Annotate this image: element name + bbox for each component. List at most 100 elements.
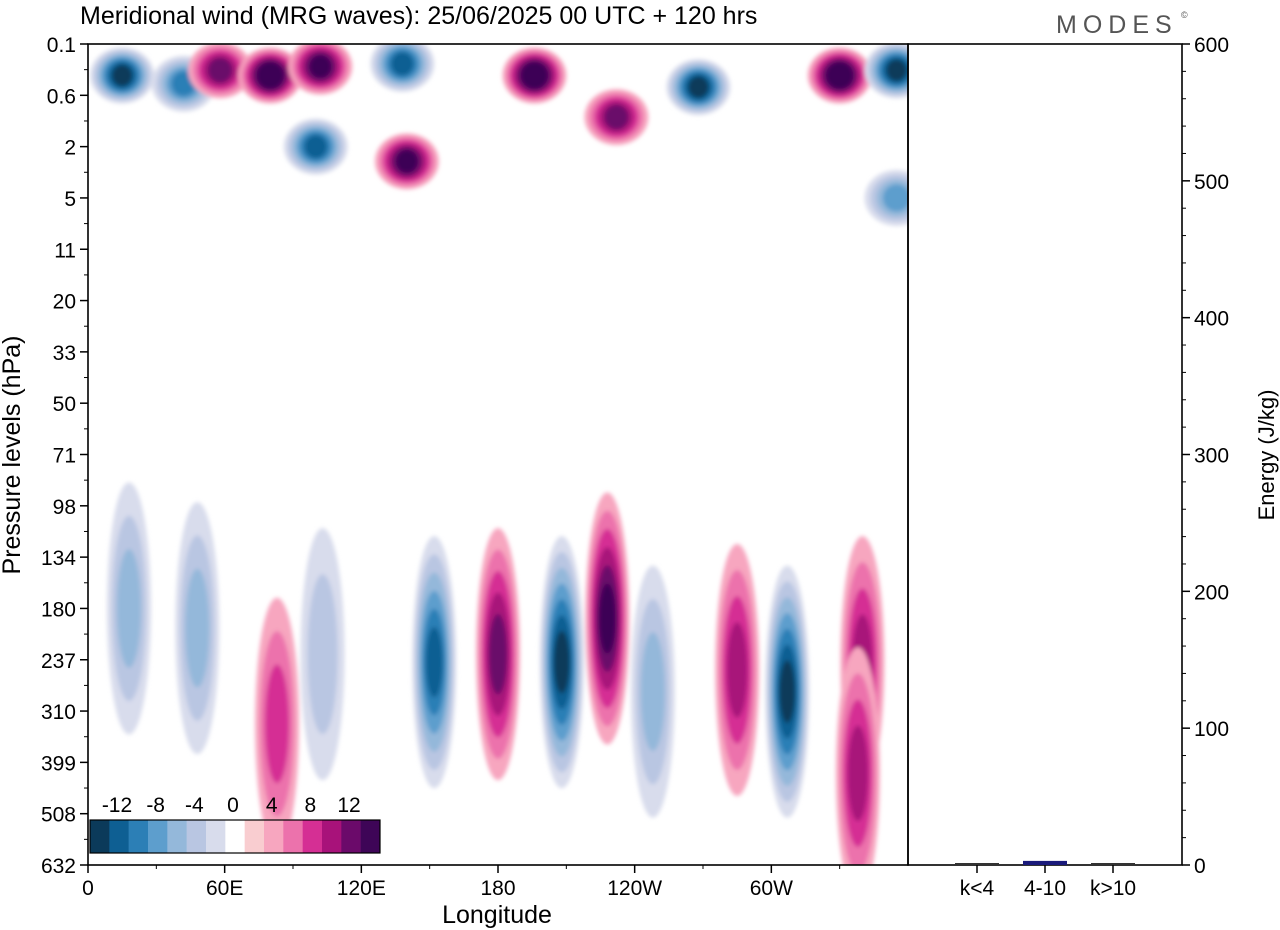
y-tick-label: 632 [41,855,76,878]
y-tick-label: 98 [53,496,76,519]
colorbar: -12 -8 -4 0 4 8 12 [89,794,381,854]
x-axis: 0 60E 120E 180 120W 60W [82,865,841,900]
y-tick-label: 237 [41,650,76,673]
brand-logo: MODES © [1056,10,1188,39]
field-feature [882,184,908,212]
colorbar-swatch [186,820,207,853]
field-feature [396,149,418,173]
colorbar-label: 4 [266,794,278,817]
colorbar-label: 0 [227,794,239,817]
field-feature [112,64,133,87]
colorbar-swatch [225,820,245,853]
y-tick-label: 20 [53,291,76,314]
colorbar-swatch [302,820,323,853]
y-tick-label: 0.1 [47,34,76,57]
energy-axis-label: Energy (J/kg) [1254,390,1279,521]
field-feature [260,64,281,87]
field-feature [829,64,850,87]
colorbar-swatch [341,820,361,853]
energy-tick-label: 0 [1194,855,1206,878]
y-tick-label: 71 [53,445,76,468]
colorbar-swatch [360,820,381,853]
y-tick-label: 50 [53,393,76,416]
field-feature [779,660,796,723]
y-tick-label: 2 [64,137,76,160]
x-tick-label: 0 [82,877,94,900]
field-feature [309,55,332,78]
field-feature [117,549,141,668]
y-tick-label: 180 [41,598,76,621]
field-feature [524,64,545,87]
energy-categories: k<4 4-10 k>10 [960,865,1136,900]
energy-tick-label: 600 [1194,34,1229,57]
field-feature [726,622,748,718]
field-feature [265,664,290,784]
x-tick-label: 60W [750,877,793,900]
heatmap-field [88,44,908,865]
field-feature [185,568,210,688]
colorbar-frame [89,819,381,854]
colorbar-label: 12 [337,794,360,817]
field-feature [425,627,443,698]
energy-tick-label: 100 [1194,718,1229,741]
energy-tick-label: 500 [1194,171,1229,194]
colorbar-swatch [264,820,284,853]
colorbar-swatch [128,820,149,853]
energy-panel-frame [907,43,1183,866]
y-tick-label: 310 [41,701,76,724]
field-feature [847,725,869,822]
y-axis: 0.1 0.6 2 5 11 20 33 50 71 98 134 180 237 310 399 508 63… [41,34,88,878]
y-tick-label: 11 [54,239,76,262]
field-feature [208,57,233,83]
y-tick-label: 134 [41,547,76,570]
field-feature [688,76,709,98]
category-label: k<4 [960,877,995,900]
y-axis-label: Pressure levels (hPa) [0,336,26,575]
colorbar-label: 8 [304,794,316,817]
field-feature [640,632,665,751]
x-axis-label: Longitude [442,901,552,929]
y-tick-label: 5 [64,188,76,211]
colorbar-swatch [322,820,342,853]
y-tick-label: 0.6 [47,85,76,108]
colorbar-swatch [109,820,129,853]
colorbar-swatch [206,820,226,853]
colorbar-swatch [148,820,168,853]
y-tick-label: 399 [41,752,76,775]
field-feature [598,583,616,654]
field-feature [307,574,338,735]
colorbar-label: -8 [146,794,165,817]
energy-bar [955,863,999,865]
field-feature [488,613,508,695]
colorbar-label: -12 [102,794,132,817]
category-label: 4-10 [1024,877,1066,900]
brand-text: MODES [1056,11,1178,39]
colorbar-swatch [244,820,265,853]
energy-bars [955,860,1135,865]
energy-axis: 0 100 200 300 400 500 600 [1182,34,1229,878]
colorbar-label: -4 [185,794,204,817]
brand-mark: © [1181,10,1188,20]
field-feature [553,630,570,694]
x-tick-label: 60E [206,877,243,900]
field-feature [304,135,327,158]
colorbar-swatch [167,820,187,853]
energy-tick-label: 400 [1194,308,1229,331]
energy-bar [1091,863,1135,865]
energy-tick-label: 300 [1194,445,1229,468]
field-feature [391,52,414,76]
energy-tick-label: 200 [1194,581,1229,604]
x-tick-label: 120W [607,877,662,900]
field-feature [886,59,907,81]
category-label: k>10 [1090,877,1136,900]
x-tick-label: 120E [337,877,386,900]
x-tick-label: 180 [480,877,515,900]
chart-title: Meridional wind (MRG waves): 25/06/2025 … [80,2,757,30]
colorbar-swatch [90,820,110,853]
y-tick-label: 508 [41,804,76,827]
colorbar-swatch [283,820,303,853]
field-feature [604,104,629,130]
energy-bar [1023,860,1067,865]
y-tick-label: 33 [53,342,76,365]
